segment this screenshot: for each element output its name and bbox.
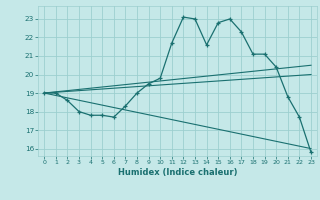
X-axis label: Humidex (Indice chaleur): Humidex (Indice chaleur)	[118, 168, 237, 177]
